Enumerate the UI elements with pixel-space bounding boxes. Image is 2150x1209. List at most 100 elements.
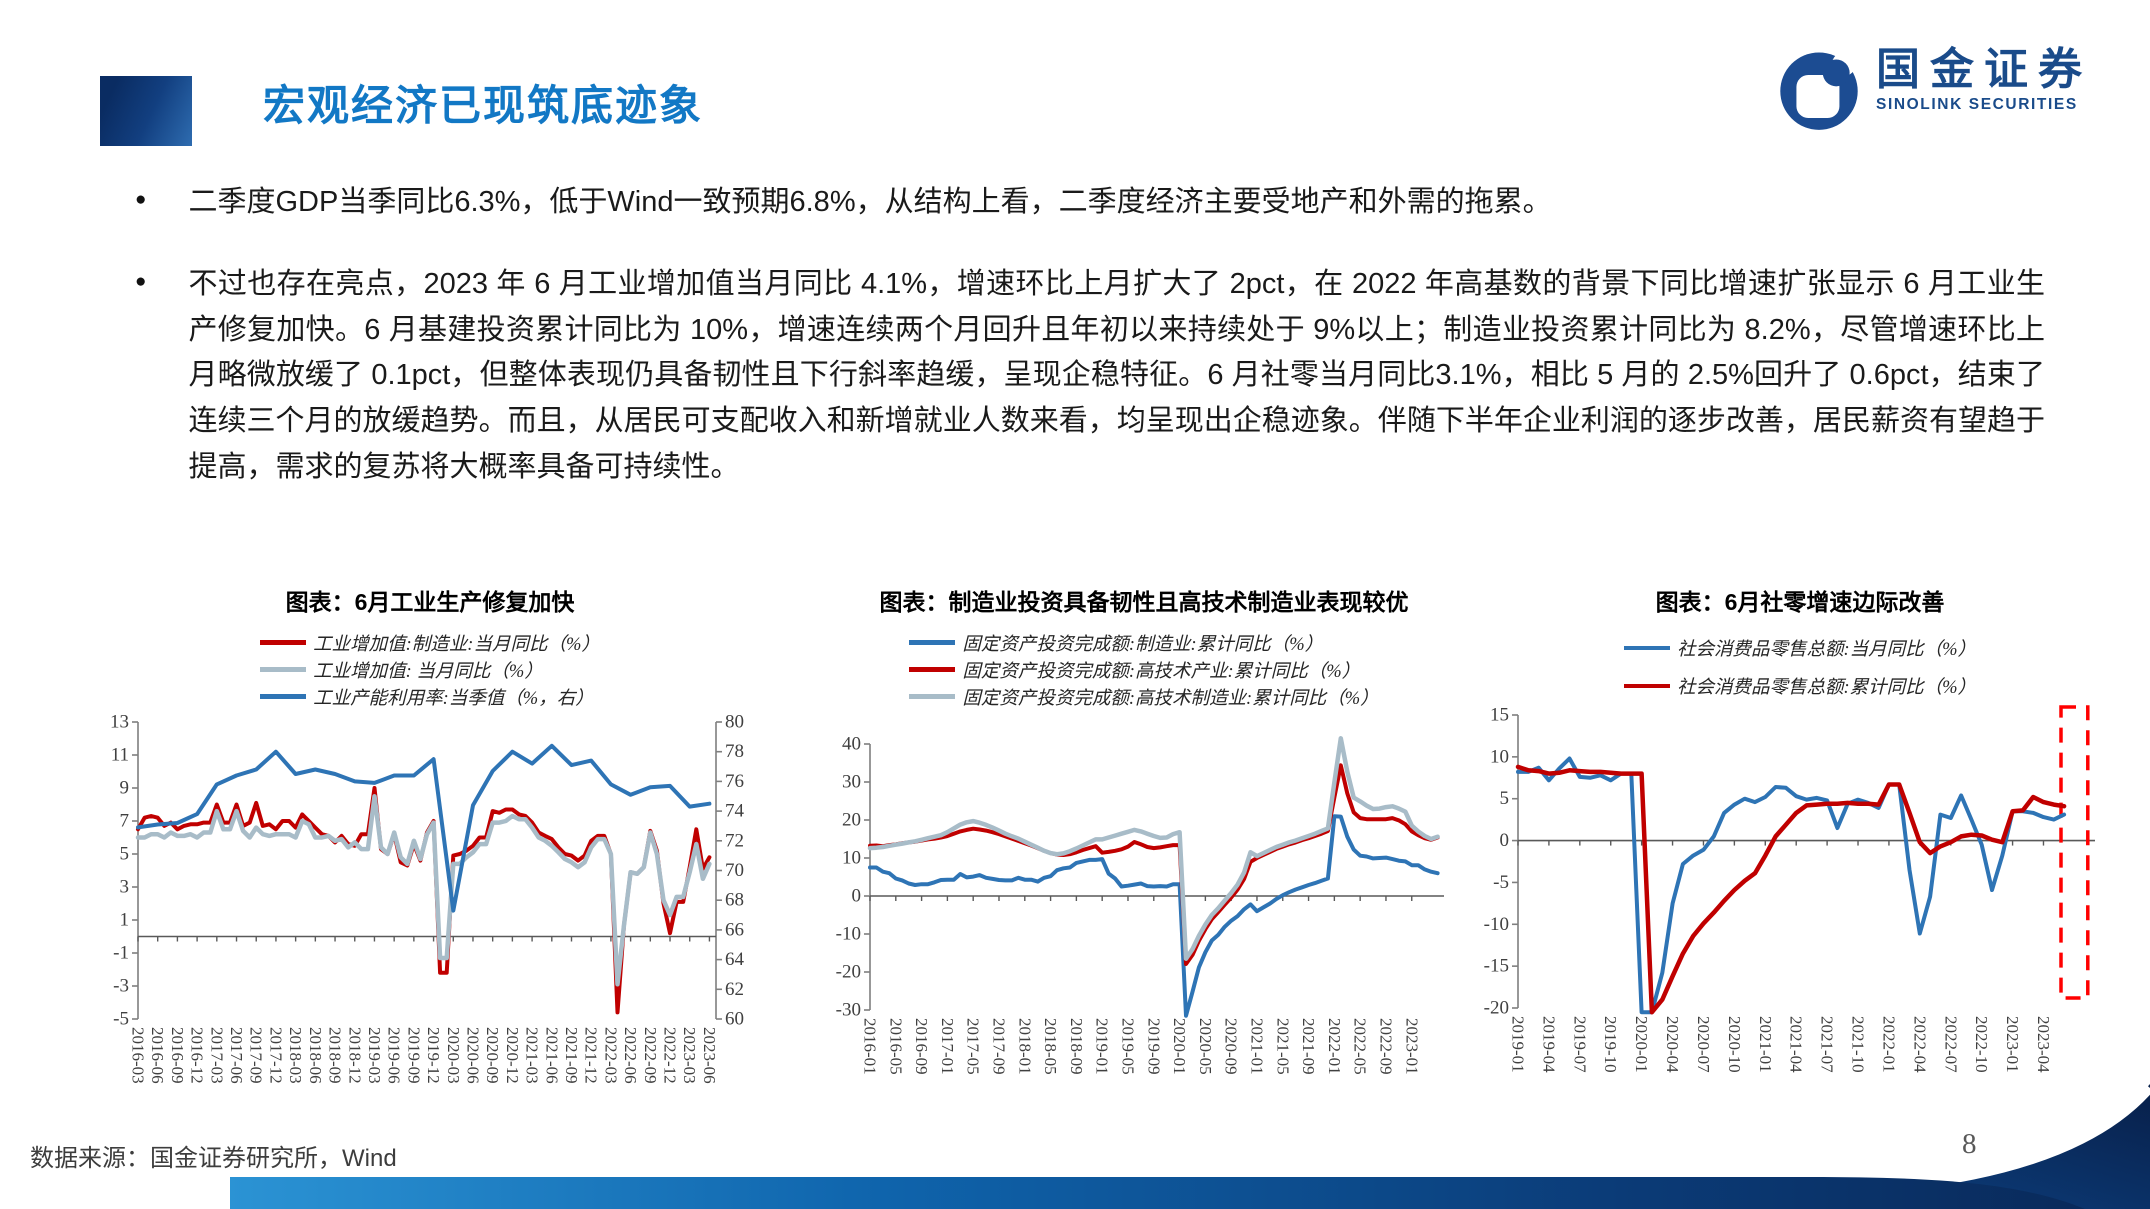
svg-text:2019-01: 2019-01 [1093,1018,1112,1075]
svg-text:2019-03: 2019-03 [365,1027,384,1084]
svg-text:2016-09: 2016-09 [912,1018,931,1075]
svg-text:2019-09: 2019-09 [1144,1018,1163,1075]
svg-text:2022-03: 2022-03 [601,1027,620,1084]
svg-text:-1: -1 [113,943,129,964]
svg-text:2022-04: 2022-04 [1910,1016,1929,1073]
svg-text:2021-01: 2021-01 [1756,1016,1775,1073]
svg-text:2018-03: 2018-03 [286,1027,305,1084]
svg-text:2022-09: 2022-09 [1376,1018,1395,1075]
svg-text:78: 78 [725,741,744,762]
logo-text: 国金证券 SINOLINK SECURITIES [1876,45,2092,114]
svg-text:66: 66 [725,919,744,940]
svg-text:2022-12: 2022-12 [661,1027,680,1084]
svg-text:2022-01: 2022-01 [1325,1018,1344,1075]
legend-item: 工业产能利用率:当季值（%，右） [260,683,600,710]
svg-text:2023-04: 2023-04 [2034,1016,2053,1073]
svg-text:1: 1 [120,910,130,931]
svg-text:2017-03: 2017-03 [207,1027,226,1084]
svg-text:68: 68 [725,890,744,911]
legend-item: 工业增加值:制造业:当月同比（%） [260,629,600,656]
svg-text:74: 74 [725,801,745,822]
svg-text:2020-10: 2020-10 [1725,1016,1744,1073]
legend-line-gray [909,694,956,699]
svg-text:2022-07: 2022-07 [1941,1016,1960,1073]
page-title: 宏观经济已现筑底迹象 [263,82,704,129]
svg-text:7: 7 [120,811,130,832]
svg-text:5: 5 [1500,788,1510,809]
svg-text:2016-09: 2016-09 [168,1027,187,1084]
svg-text:2016-01: 2016-01 [861,1018,880,1075]
company-logo: 国金证券 SINOLINK SECURITIES [1776,45,2092,132]
svg-text:62: 62 [725,979,744,1000]
svg-text:-5: -5 [1493,872,1509,893]
legend-item: 固定资产投资完成额:制造业:累计同比（%） [909,629,1378,656]
chart-legend: 工业增加值:制造业:当月同比（%） 工业增加值: 当月同比（%） 工业产能利用率… [100,629,760,710]
chart-title: 图表：6月社零增速边际改善 [1655,589,1945,615]
legend-line-blue [260,694,307,699]
legend-line-red [260,640,307,645]
svg-text:5: 5 [120,844,130,865]
svg-text:2023-01: 2023-01 [1402,1018,1421,1075]
svg-text:2021-05: 2021-05 [1273,1018,1292,1075]
svg-text:2021-12: 2021-12 [582,1027,601,1084]
svg-text:2020-01: 2020-01 [1632,1016,1651,1073]
logo-cn: 国金证券 [1876,45,2092,94]
svg-text:2019-01: 2019-01 [1509,1016,1528,1073]
sinolink-logo-icon [1780,52,1858,130]
legend-item: 固定资产投资完成额:高技术产业:累计同比（%） [909,656,1378,683]
svg-text:2022-05: 2022-05 [1351,1018,1370,1075]
svg-text:2016-05: 2016-05 [886,1018,905,1075]
svg-text:2018-05: 2018-05 [1041,1018,1060,1075]
svg-text:2017-05: 2017-05 [964,1018,983,1075]
svg-text:2020-01: 2020-01 [1170,1018,1189,1075]
svg-text:72: 72 [725,830,744,851]
svg-text:2021-01: 2021-01 [1247,1018,1266,1075]
svg-text:64: 64 [725,949,745,970]
svg-text:2019-10: 2019-10 [1601,1016,1620,1073]
svg-text:15: 15 [1490,705,1509,726]
legend-item: 固定资产投资完成额:高技术制造业:累计同比（%） [909,683,1379,710]
legend-line-red [909,667,956,672]
svg-text:-30: -30 [836,1000,861,1021]
svg-text:2021-10: 2021-10 [1849,1016,1868,1073]
svg-text:2017-09: 2017-09 [247,1027,266,1084]
legend-item: 社会消费品零售总额:累计同比（%） [1623,667,1976,705]
svg-text:80: 80 [725,712,744,733]
svg-text:2017-01: 2017-01 [938,1018,957,1075]
chart-legend: 固定资产投资完成额:制造业:累计同比（%） 固定资产投资完成额:高技术产业:累计… [828,629,1460,710]
svg-text:76: 76 [725,771,744,792]
legend-item: 工业增加值: 当月同比（%） [260,656,600,683]
svg-text:0: 0 [852,886,862,907]
line-chart-industrial-production: 13 11 9 7 5 3 1 -1 -3 -5 80 78 76 74 72 70 68 66 64 62 60 201… [110,712,745,1084]
svg-text:2021-09: 2021-09 [1299,1018,1318,1075]
bullet-list: ● 二季度GDP当季同比6.3%，低于Wind一致预期6.8%，从结构上看，二季… [135,180,2045,527]
svg-text:2022-10: 2022-10 [1972,1016,1991,1073]
svg-text:-3: -3 [113,976,129,997]
svg-text:3: 3 [120,877,130,898]
svg-text:2021-09: 2021-09 [562,1027,581,1084]
chart-legend: 社会消费品零售总额:当月同比（%） 社会消费品零售总额:累计同比（%） [1478,629,2122,705]
logo-en: SINOLINK SECURITIES [1876,96,2078,114]
svg-text:2018-09: 2018-09 [1067,1018,1086,1075]
page-number: 8 [1962,1128,1977,1160]
svg-text:2023-01: 2023-01 [2003,1016,2022,1073]
svg-text:2021-03: 2021-03 [523,1027,542,1084]
svg-text:2022-09: 2022-09 [641,1027,660,1084]
chart-title: 图表：6月工业生产修复加快 [285,589,575,615]
svg-text:2021-07: 2021-07 [1818,1016,1837,1073]
svg-text:13: 13 [110,712,129,733]
svg-text:2019-09: 2019-09 [404,1027,423,1084]
svg-text:2017-09: 2017-09 [989,1018,1008,1075]
svg-text:-15: -15 [1484,956,1509,977]
chart-retail-sales: 图表：6月社零增速边际改善 社会消费品零售总额:当月同比（%） 社会消费品零售总… [1478,583,2122,1105]
bullet-text: 不过也存在亮点，2023 年 6 月工业增加值当月同比 4.1%，增速环比上月扩… [188,267,2045,484]
svg-text:2017-06: 2017-06 [227,1027,246,1084]
chart-industrial-production: 图表：6月工业生产修复加快 工业增加值:制造业:当月同比（%） 工业增加值: 当… [100,583,760,1114]
svg-text:60: 60 [725,1009,744,1030]
svg-text:2019-04: 2019-04 [1539,1016,1558,1073]
svg-text:2019-07: 2019-07 [1570,1016,1589,1073]
svg-text:2022-01: 2022-01 [1879,1016,1898,1073]
legend-item: 社会消费品零售总额:当月同比（%） [1623,629,1976,667]
svg-text:2019-05: 2019-05 [1118,1018,1137,1075]
